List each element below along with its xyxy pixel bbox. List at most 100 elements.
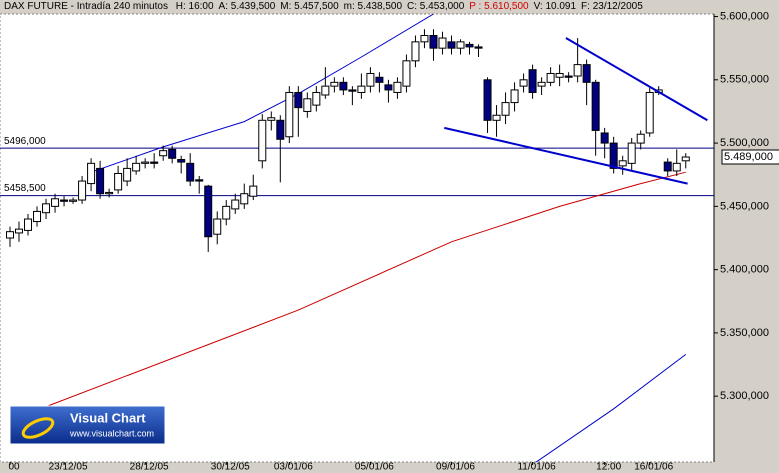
candle-body xyxy=(375,76,384,83)
candle-body xyxy=(438,37,447,49)
x-tick-label: 30/12/05 xyxy=(211,462,250,473)
candle-body xyxy=(591,81,600,131)
indicator-line xyxy=(36,171,686,411)
trend-line xyxy=(444,126,688,185)
candle-body xyxy=(447,41,456,49)
candle-body xyxy=(555,72,564,78)
candle-body xyxy=(150,161,159,164)
plot-area xyxy=(0,13,715,463)
candle-body xyxy=(519,79,528,87)
trend-line xyxy=(565,37,708,122)
x-tick-label: 12:00 xyxy=(596,462,621,473)
logo-title: Visual Chart xyxy=(70,410,146,425)
candle-body xyxy=(492,114,501,121)
candle-body xyxy=(96,167,105,195)
candle-body xyxy=(546,72,555,83)
candle-body xyxy=(312,91,321,106)
y-tick-label: 5.550,000 xyxy=(720,74,769,86)
candle-body xyxy=(60,199,69,202)
candle-body xyxy=(240,193,249,205)
x-tick-label: 00 xyxy=(8,462,20,473)
last-price-label: 5.489,000 xyxy=(724,151,773,163)
candle-body xyxy=(267,117,276,121)
candle-body xyxy=(348,89,357,92)
candle-body xyxy=(51,198,60,207)
candle-body xyxy=(24,218,33,231)
candle-body xyxy=(501,102,510,116)
last-price-box xyxy=(721,149,779,165)
candle-body xyxy=(483,79,492,121)
candle-body xyxy=(141,161,150,164)
level-label: 5496,000 xyxy=(4,136,46,147)
candle-body xyxy=(132,162,141,172)
candle-body xyxy=(195,179,204,182)
plot-layer xyxy=(0,14,714,462)
candle-body xyxy=(87,162,96,185)
y-tick-label: 5.500,000 xyxy=(720,137,769,149)
candle-body xyxy=(456,41,465,49)
candle-body xyxy=(528,69,537,93)
candle-body xyxy=(123,167,132,182)
y-tick-label: 5.400,000 xyxy=(720,264,769,276)
candle-body xyxy=(15,228,24,234)
logo: Visual Chart www.visualchart.com xyxy=(9,405,166,445)
logo-icon xyxy=(21,417,55,439)
candle-body xyxy=(411,41,420,62)
candle-body xyxy=(258,119,267,162)
candle-body xyxy=(465,43,474,48)
header-field: A: 5.439,500 xyxy=(218,1,276,12)
candle-body xyxy=(366,72,375,87)
candle-body xyxy=(573,64,582,77)
axis-layer: 5.300,000 5.350,000 5.400,000 5.450,000 5.50… xyxy=(4,10,779,473)
candle-body xyxy=(609,142,618,169)
header-field: C: 5.453,000 xyxy=(407,1,465,12)
y-tick-label: 5.350,000 xyxy=(720,327,769,339)
candle-body xyxy=(393,81,402,93)
candle-body xyxy=(303,98,312,112)
candle-body xyxy=(6,231,14,239)
candle-body xyxy=(285,91,294,138)
x-tick-label: 09/01/06 xyxy=(436,462,475,473)
candle-body xyxy=(357,85,366,93)
candle-body xyxy=(420,35,429,43)
candle-body xyxy=(636,133,645,144)
candle-body xyxy=(204,185,213,238)
candle-body xyxy=(672,162,681,172)
candle-body xyxy=(627,142,636,164)
candle-body xyxy=(69,199,78,202)
header-field: M: 5.457,500 xyxy=(280,1,339,12)
candle-body xyxy=(564,75,573,78)
header-field: V: 10.091 xyxy=(533,1,577,12)
candle-body xyxy=(33,210,42,223)
x-tick-label: 28/12/05 xyxy=(130,462,169,473)
header: DAX FUTURE - Intradía 240 minutos H: 16:… xyxy=(4,0,648,14)
y-tick-label: 5.300,000 xyxy=(720,390,769,402)
header-field: P : 5.610,500 xyxy=(469,1,529,12)
candle-body xyxy=(294,91,303,109)
candle-body xyxy=(177,159,186,163)
candle-body xyxy=(600,132,609,144)
candle-body xyxy=(510,89,519,104)
candle-body xyxy=(186,162,195,182)
y-tick-label: 5.600,000 xyxy=(720,10,769,22)
y-tick-label: 5.450,000 xyxy=(720,200,769,212)
logo-url: www.visualchart.com xyxy=(69,428,154,438)
candle-body xyxy=(330,81,339,87)
indicator-line xyxy=(90,14,434,173)
candle-body xyxy=(231,199,240,210)
x-tick-label: 23/12/05 xyxy=(49,462,88,473)
candle-body xyxy=(339,81,348,91)
candle-body xyxy=(276,119,285,140)
candle-body xyxy=(114,172,123,191)
candle-body xyxy=(429,35,438,49)
x-tick-label: 16/01/06 xyxy=(634,462,673,473)
candle-body xyxy=(222,205,231,220)
candle-body xyxy=(618,160,627,167)
x-tick-label: 03/01/06 xyxy=(274,462,313,473)
x-tick-label: 11/01/06 xyxy=(517,462,556,473)
candle-body xyxy=(105,191,114,195)
header-field: F: 23/12/2005 xyxy=(581,1,643,12)
candle-body xyxy=(582,64,591,83)
candle-body xyxy=(384,84,393,91)
